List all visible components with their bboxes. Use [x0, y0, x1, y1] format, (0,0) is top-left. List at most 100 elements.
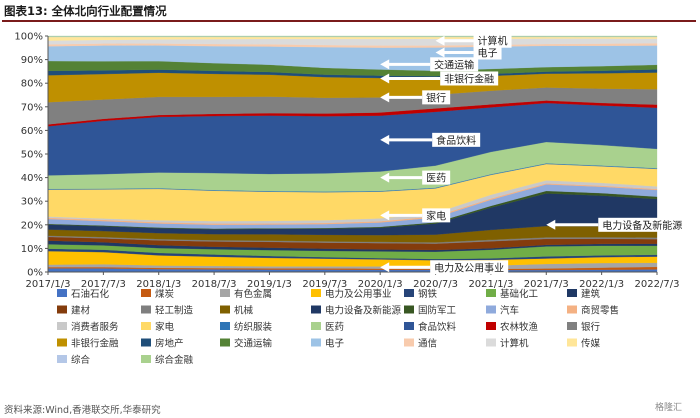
annotation-label: 计算机	[478, 35, 508, 48]
legend-swatch	[57, 289, 67, 297]
annotation-box	[432, 132, 481, 147]
legend-label: 交通运输	[234, 338, 273, 350]
legend-swatch	[220, 338, 230, 347]
legend-label: 通信	[418, 338, 437, 350]
legend-swatch	[311, 289, 321, 297]
legend-swatch	[567, 305, 577, 314]
legend-swatch	[57, 305, 67, 314]
legend-label: 房地产	[155, 338, 184, 350]
y-tick-label: 60%	[21, 126, 43, 137]
y-tick-label: 50%	[21, 150, 43, 161]
legend-label: 有色金属	[234, 288, 272, 300]
y-tick-label: 100%	[14, 32, 43, 43]
annotation-arrow-head	[435, 47, 445, 58]
legend-label: 消费者服务	[71, 321, 119, 333]
annotation-box	[422, 90, 451, 105]
legend-label: 非银行金融	[71, 338, 119, 350]
legend-swatch	[220, 322, 230, 330]
x-tick-label: 2021/7/3	[524, 279, 569, 290]
legend-label: 电力设备及新能源	[325, 305, 402, 317]
legend-swatch	[311, 305, 321, 314]
chart-title: 图表13: 全体北向行业配置情况	[4, 4, 167, 18]
annotation-box	[598, 217, 687, 232]
title-rule	[2, 20, 696, 22]
legend-swatch	[404, 289, 414, 297]
legend-swatch	[567, 322, 577, 330]
legend-label: 综合	[71, 354, 91, 366]
legend-swatch	[404, 322, 414, 330]
legend-label: 计算机	[500, 338, 529, 350]
legend-label: 基础化工	[500, 288, 539, 300]
annotation-label: 电子	[478, 47, 498, 60]
legend-label: 商贸零售	[581, 305, 619, 317]
legend-label: 传媒	[581, 338, 601, 350]
legend-label: 农林牧渔	[500, 321, 539, 333]
stacked-area-chart: 0% 10% 20% 30% 40% 50% 60% 70% 80% 90% 100% 2017/1/…	[14, 32, 687, 366]
legend-swatch	[141, 289, 151, 297]
legend-label: 纺织服装	[234, 321, 273, 333]
watermark-text: 格隆汇	[655, 403, 683, 413]
x-tick-label: 2017/1/3	[26, 279, 71, 290]
legend-swatch	[220, 305, 230, 314]
y-tick-label: 80%	[21, 79, 43, 90]
annotation-box	[440, 71, 499, 86]
area-30	[47, 35, 658, 37]
legend-label: 建筑	[581, 288, 601, 300]
legend-label: 医药	[325, 322, 344, 333]
legend-label: 石油石化	[71, 288, 110, 300]
source-note: 资料来源:Wind,香港联交所,华泰研究	[4, 405, 161, 416]
y-tick-label: 70%	[21, 102, 43, 113]
legend-label: 电子	[325, 338, 345, 350]
legend-label: 家电	[155, 321, 175, 333]
legend-swatch	[567, 338, 577, 347]
y-tick-label: 20%	[21, 220, 43, 231]
chart-header: 图表13: 全体北向行业配置情况	[0, 0, 700, 22]
legend-label: 国防军工	[418, 305, 457, 317]
x-tick-label: 2021/1/3	[468, 279, 513, 290]
annotation-box	[422, 170, 451, 185]
annotation-arrow-head	[380, 92, 390, 103]
legend-swatch	[141, 338, 151, 347]
x-tick-label: 2020/1/3	[358, 279, 403, 290]
legend-swatch	[404, 305, 414, 314]
legend-label: 汽车	[500, 305, 519, 317]
legend-label: 机械	[234, 305, 254, 317]
legend-label: 食品饮料	[418, 321, 457, 333]
annotation-label: 食品饮料	[436, 134, 476, 147]
x-tick-label: 2019/7/3	[302, 279, 347, 290]
legend-swatch	[311, 322, 321, 330]
annotation-box	[422, 208, 451, 223]
x-tick-label: 2018/1/3	[136, 279, 181, 290]
annotation-label: 电力及公用事业	[434, 261, 504, 274]
annotation-arrow-head	[380, 73, 390, 84]
x-tick-label: 2022/1/3	[579, 279, 624, 290]
legend-swatch	[220, 289, 230, 297]
annotation-arrow-head	[546, 219, 556, 230]
annotation-arrow-head	[380, 262, 390, 273]
legend-swatch	[486, 305, 496, 314]
y-tick-label: 30%	[21, 197, 43, 208]
annotation-label: 电力设备及新能源	[602, 219, 682, 232]
legend-swatch	[404, 338, 414, 347]
annotation-arrow-head	[380, 210, 390, 221]
legend-label: 钢铁	[418, 288, 438, 300]
annotation-label: 银行	[426, 91, 446, 104]
annotation-arrow-head	[380, 134, 390, 145]
annotation-label: 家电	[426, 209, 446, 222]
legend-swatch	[486, 289, 496, 297]
y-tick-label: 10%	[21, 244, 43, 255]
legend-label: 轻工制造	[155, 305, 194, 317]
legend-swatch	[141, 355, 151, 363]
legend-swatch	[486, 322, 496, 330]
x-tick-label: 2022/7/3	[635, 279, 680, 290]
legend-label: 综合金融	[155, 354, 194, 366]
x-tick-label: 2017/7/3	[81, 279, 126, 290]
y-tick-label: 40%	[21, 173, 43, 184]
annotation-box	[430, 260, 509, 275]
annotation-label: 非银行金融	[444, 72, 494, 85]
y-tick-label: 90%	[21, 55, 43, 66]
annotation-arrow-head	[380, 59, 390, 70]
legend-swatch	[567, 289, 577, 297]
annotation-box	[430, 57, 479, 72]
x-tick-label: 2019/1/3	[247, 279, 292, 290]
